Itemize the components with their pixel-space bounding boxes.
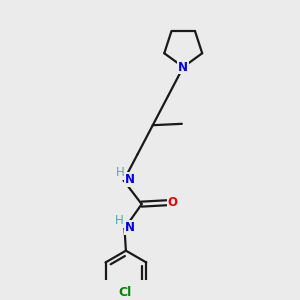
Text: H: H	[116, 166, 125, 179]
Text: N: N	[125, 220, 135, 234]
Text: H: H	[115, 214, 124, 227]
Text: O: O	[168, 196, 178, 209]
Text: Cl: Cl	[118, 286, 132, 299]
Text: N: N	[178, 61, 188, 74]
Text: N: N	[125, 173, 135, 186]
